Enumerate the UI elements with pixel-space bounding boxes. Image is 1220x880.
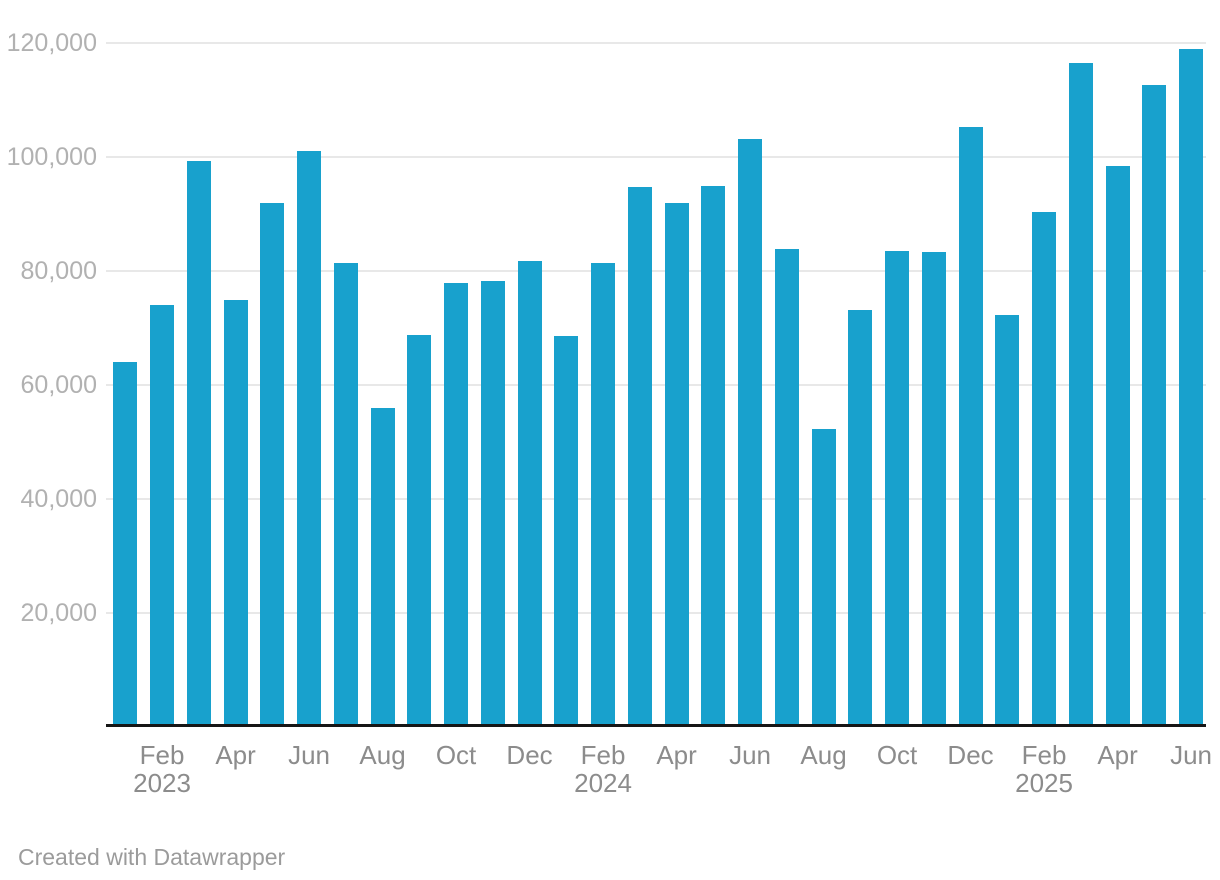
x-axis-tick-label: Feb [1021,740,1067,770]
bar [1142,85,1167,727]
x-axis-tick-label: Jun [288,740,330,770]
bar [370,407,395,727]
bar [995,315,1020,727]
x-axis-tick-label: Aug [359,740,406,770]
bar [150,305,175,727]
bar [517,261,542,727]
x-axis-tick-label: Feb [139,740,185,770]
x-axis-tick-label: Apr [215,740,256,770]
bar [958,127,983,727]
y-axis-tick-label: 120,000 [6,29,97,57]
bar [921,252,946,727]
x-axis-tick-label: Oct [876,740,918,770]
y-axis-tick-label: 80,000 [20,257,97,285]
x-axis-tick-label: Dec [947,740,994,770]
x-axis-tick-label: Apr [656,740,697,770]
y-axis-tick-label: 100,000 [6,143,97,171]
x-axis-tick-label: Aug [800,740,847,770]
y-axis-tick-label: 60,000 [20,371,97,399]
bar [811,428,836,727]
bar [333,263,358,727]
bar [186,160,211,727]
gridline [106,42,1206,44]
bar [738,138,763,727]
gridline [106,156,1206,158]
bar [260,203,285,727]
x-axis-tick-label: Apr [1097,740,1138,770]
bar [554,335,579,727]
gridline [106,612,1206,614]
bar [774,249,799,727]
bar [444,282,469,727]
bar [591,263,616,727]
bar [480,281,505,727]
gridline [106,270,1206,272]
x-axis-year-label: 2024 [574,768,632,798]
bar [1179,48,1204,727]
x-axis-year-label: 2023 [133,768,191,798]
bar [664,203,689,727]
bar [1105,166,1130,727]
bar [113,362,138,727]
x-axis-tick-label: Feb [580,740,626,770]
x-axis-tick-label: Jun [729,740,771,770]
bar [1032,212,1057,727]
gridline [106,498,1206,500]
bar [407,334,432,727]
bar [627,187,652,727]
bar [701,185,726,727]
x-axis-tick-label: Oct [435,740,477,770]
datawrapper-credit: Created with Datawrapper [18,844,286,870]
bar [223,300,248,727]
x-axis-tick-label: Dec [506,740,553,770]
bar [1068,62,1093,727]
gridline [106,384,1206,386]
bar [885,251,910,727]
x-axis-line [106,724,1206,727]
bar [848,309,873,727]
x-axis-year-label: 2025 [1015,768,1073,798]
y-axis-tick-label: 20,000 [20,599,97,627]
x-axis-tick-label: Jun [1170,740,1212,770]
bar [297,151,322,727]
y-axis-tick-label: 40,000 [20,485,97,513]
